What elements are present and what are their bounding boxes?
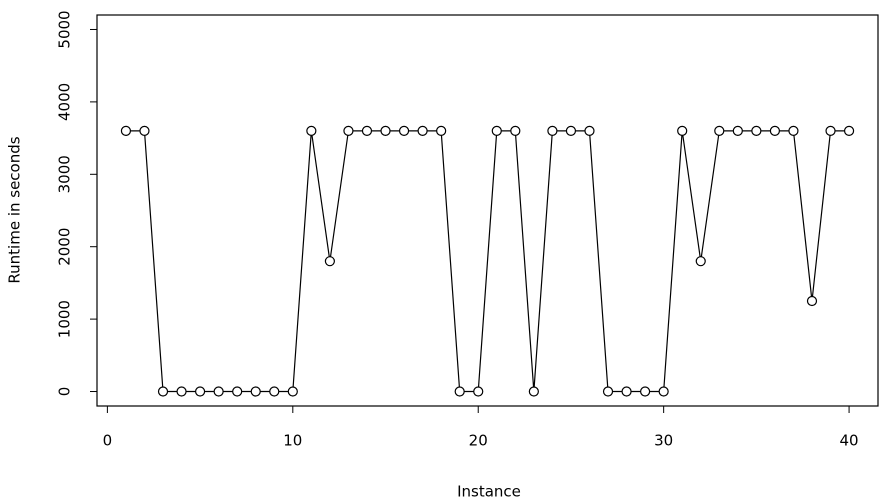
point <box>714 125 725 136</box>
point <box>139 125 150 136</box>
x-axis-label: Instance <box>457 483 521 501</box>
y-tick-label: 0 <box>56 387 74 397</box>
point <box>602 386 614 397</box>
point <box>436 125 447 136</box>
point <box>677 125 688 136</box>
x-tick-label: 30 <box>654 432 673 450</box>
point <box>417 125 428 136</box>
y-tick-label: 3000 <box>56 155 74 193</box>
x-tick-label: 20 <box>469 432 488 450</box>
point <box>176 386 187 397</box>
x-tick-label: 0 <box>103 432 113 450</box>
point <box>732 125 743 136</box>
point <box>398 125 410 136</box>
point <box>361 125 373 136</box>
point <box>825 125 836 136</box>
point <box>380 125 391 136</box>
point <box>621 386 632 397</box>
y-axis-label: Runtime in seconds <box>6 136 24 283</box>
point <box>584 125 595 136</box>
series-line <box>125 130 850 393</box>
point <box>640 386 651 397</box>
point <box>120 125 132 136</box>
plot-box <box>96 14 879 407</box>
point <box>528 386 539 397</box>
point <box>788 125 799 136</box>
point <box>324 256 335 267</box>
point <box>287 386 298 397</box>
x-tick-label: 40 <box>840 432 859 450</box>
point <box>547 125 558 136</box>
point <box>658 386 669 397</box>
point <box>473 386 484 397</box>
y-tick-label: 5000 <box>56 10 74 48</box>
point <box>751 125 762 136</box>
y-tick-label: 2000 <box>56 228 74 266</box>
point <box>250 386 261 397</box>
point <box>454 386 465 397</box>
y-tick-label: 4000 <box>56 83 74 121</box>
point <box>269 386 280 397</box>
point <box>194 386 206 397</box>
point <box>213 386 224 397</box>
point <box>510 125 521 136</box>
x-tick-label: 10 <box>283 432 302 450</box>
point <box>806 295 818 307</box>
point <box>769 125 781 136</box>
point <box>232 386 243 397</box>
point <box>565 125 577 136</box>
point <box>157 386 169 397</box>
point <box>491 125 502 136</box>
y-tick-label: 1000 <box>56 300 74 338</box>
point <box>306 125 317 136</box>
point <box>343 125 354 136</box>
point <box>695 256 706 267</box>
point <box>843 125 855 136</box>
